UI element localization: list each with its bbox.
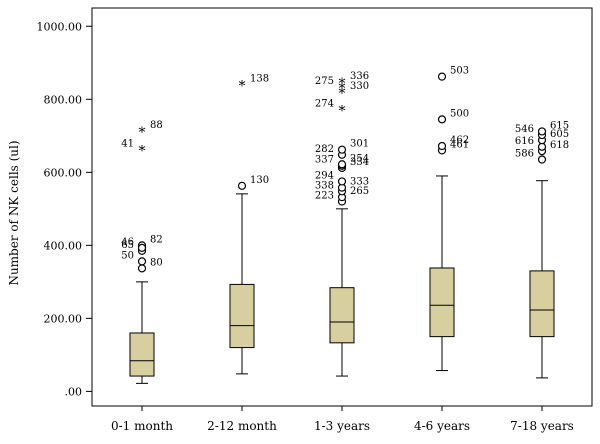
outlier-label: 274 [315, 99, 334, 110]
y-tick-label: 800.00 [44, 93, 83, 106]
outlier-label: 80 [150, 257, 163, 268]
outlier-circle [437, 72, 447, 81]
outlier-star: * [339, 81, 346, 97]
box-iqr [229, 283, 255, 349]
x-tick-label: 4-6 years [414, 419, 470, 433]
y-tick-label: .00 [65, 385, 83, 398]
x-tick-label: 2-12 month [207, 419, 277, 433]
outlier-star: * [139, 144, 146, 160]
box-iqr [529, 270, 555, 338]
outlier-circle [337, 145, 347, 154]
outlier-label: 605 [550, 129, 569, 140]
y-tick-label: 1000.00 [37, 20, 83, 33]
outlier-label: 41 [121, 139, 134, 150]
outlier-star: * [239, 79, 246, 95]
outlier-label: 275 [315, 76, 334, 87]
outlier-label: 88 [150, 120, 163, 131]
outlier-label: 461 [450, 139, 469, 150]
outlier-label: 46 [121, 237, 134, 248]
outlier-label: 82 [150, 234, 163, 245]
outlier-label: 462 [450, 135, 469, 146]
outlier-circle [537, 142, 547, 151]
y-axis-label: Number of NK cells (ul) [7, 140, 21, 285]
outlier-circle [437, 141, 447, 151]
box-iqr [329, 287, 355, 344]
outlier-label: 130 [250, 175, 269, 186]
outlier-label: 254 [350, 153, 369, 164]
outlier-circle [237, 181, 247, 190]
y-tick-label: 400.00 [44, 239, 83, 252]
outlier-label: 294 [315, 170, 334, 181]
outlier-label: 334 [350, 157, 369, 168]
outlier-circle [537, 155, 547, 164]
outlier-label: 138 [250, 74, 269, 85]
box-group: 223 265 338 333 294 334 337 254 282 301 * 274 * 330 * 2… [315, 71, 369, 377]
outlier-label: 618 [550, 140, 569, 151]
box-group: 50 80 65 82 46 * 88 * 41 [121, 120, 163, 384]
outlier-circle [337, 160, 347, 169]
outlier-star: * [339, 86, 346, 102]
outlier-label: 223 [315, 191, 334, 202]
outlier-circle [137, 243, 147, 252]
y-tick-label: 200.00 [44, 312, 83, 325]
box-group: 130 * 138 [229, 74, 269, 375]
box-group: 586 618 616 605 546 615 [515, 120, 569, 379]
outlier-star: * [339, 104, 346, 120]
outlier-label: 336 [350, 71, 369, 82]
x-tick-label: 1-3 years [314, 419, 370, 433]
outlier-label: 586 [515, 149, 534, 160]
x-axis: 0-1 month 2-12 month 1-3 years 4-6 years 7-1… [111, 406, 574, 433]
y-tick-label: 600.00 [44, 166, 83, 179]
outlier-label: 65 [121, 240, 134, 251]
box-iqr [429, 267, 455, 338]
outlier-label: 265 [350, 186, 369, 197]
outlier-label: 503 [450, 66, 469, 77]
outlier-label: 500 [450, 108, 469, 119]
outlier-label: 333 [350, 177, 369, 188]
outlier-label: 337 [315, 155, 334, 166]
x-tick-label: 7-18 years [510, 419, 574, 433]
outlier-label: 50 [121, 250, 134, 261]
y-axis: .00 200.00 400.00 600.00 800.00 1000.00 [37, 20, 92, 398]
outlier-star: * [339, 76, 346, 92]
x-tick-label: 0-1 month [111, 419, 173, 433]
box-iqr [129, 332, 155, 377]
outlier-label: 616 [515, 136, 534, 147]
outlier-label: 330 [350, 81, 369, 92]
outlier-label: 546 [515, 124, 534, 135]
outlier-label: 301 [350, 139, 369, 150]
outlier-circle [137, 264, 147, 273]
outlier-circle [537, 127, 547, 136]
outlier-label: 338 [315, 180, 334, 191]
outlier-circle [437, 115, 447, 124]
box-series: 50 80 65 82 46 * 88 * 41 130 * 138 223 265 338 333 294 33… [121, 66, 569, 384]
outlier-circle [337, 177, 347, 186]
outlier-circle [137, 257, 147, 266]
outlier-star: * [139, 125, 146, 141]
outlier-label: 282 [315, 144, 334, 155]
outlier-label: 615 [550, 120, 569, 131]
